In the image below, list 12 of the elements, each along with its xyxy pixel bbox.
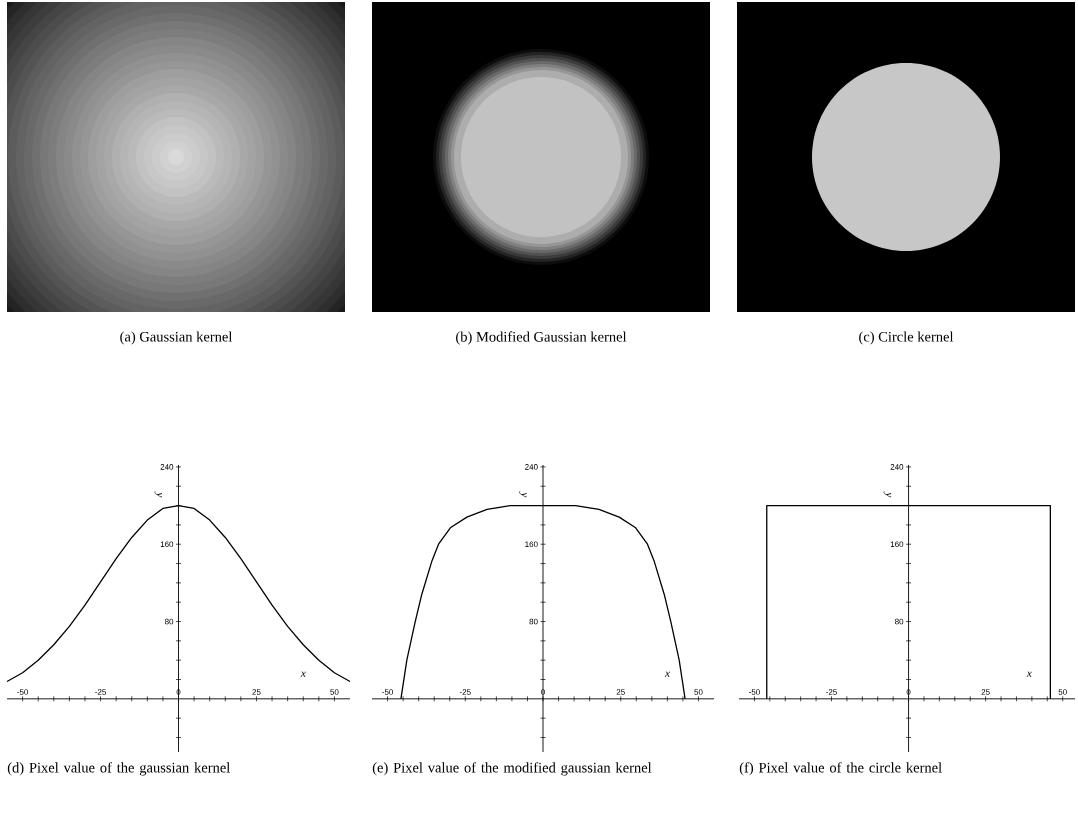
x-axis-title: x [300,671,306,677]
text: (f) Pixel value of the circle kernel [739,762,942,776]
text: (e) Pixel value of the modified gaussian kernel [372,762,652,776]
x-axis-title: x [1026,671,1032,677]
text: (d) Pixel value of the gaussian kernel [7,762,230,776]
y-axis-title: y [883,491,892,498]
text: (a) Gaussian kernel [120,331,233,345]
text: (c) Circle kernel [859,331,954,345]
x-axis-title: x [664,671,670,677]
y-axis-title: y [154,491,163,498]
y-axis-title: y [519,491,527,498]
text: (b) Modified Gaussian kernel [456,331,627,345]
